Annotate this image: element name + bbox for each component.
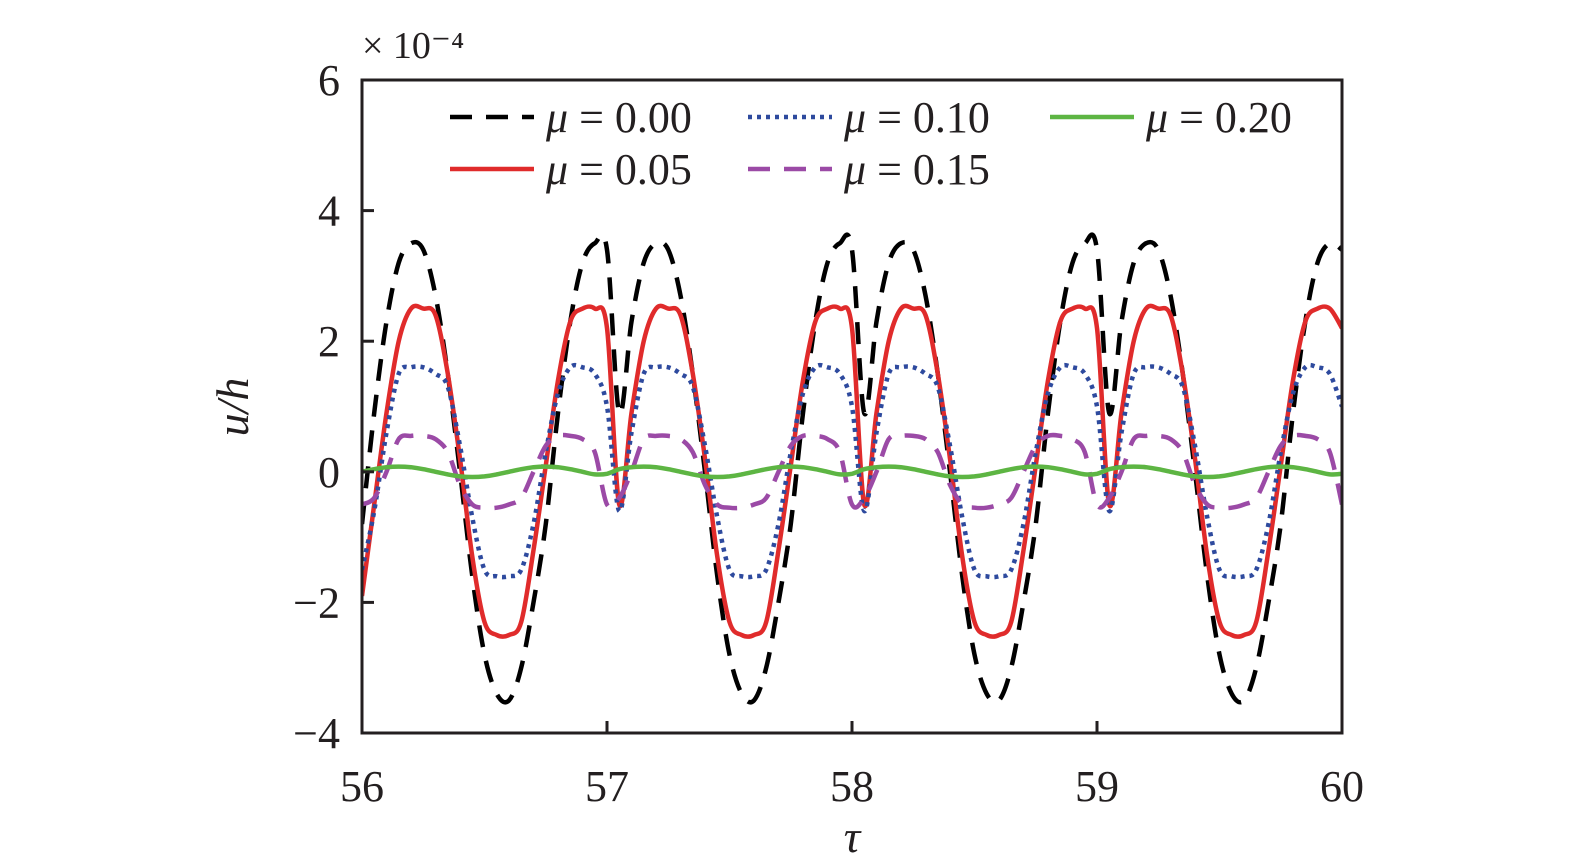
y-tick-label: 2 (318, 317, 340, 366)
series-line-4 (362, 464, 1342, 480)
tick-layer: 56 57 58 59 60 −4 −2 0 2 4 6 (293, 56, 1364, 811)
legend-label-1: μ = 0.05 (545, 145, 692, 194)
y-tick-label: −4 (293, 709, 340, 758)
y-tick-label: 0 (318, 448, 340, 497)
x-tick-label: 56 (340, 762, 384, 811)
legend-label-4: μ = 0.20 (1145, 93, 1292, 142)
legend-label-3: μ = 0.15 (843, 145, 990, 194)
y-tick-label: 4 (318, 187, 340, 236)
x-tick-label: 58 (830, 762, 874, 811)
legend: μ = 0.00μ = 0.05 μ = 0.10μ = 0.15 μ = 0.20 (450, 93, 1292, 194)
series-line-1 (362, 303, 1342, 639)
legend-label-2: μ = 0.10 (843, 93, 990, 142)
series-layer (362, 232, 1342, 705)
legend-label-0: μ = 0.00 (545, 93, 692, 142)
series-line-2 (362, 362, 1342, 580)
x-tick-label: 59 (1075, 762, 1119, 811)
y-multiplier-label: × 10⁻⁴ (362, 25, 464, 67)
series-line-3 (362, 432, 1342, 511)
y-axis-label: u/h (207, 378, 258, 437)
x-tick-label: 57 (585, 762, 629, 811)
x-axis-label: τ (844, 811, 862, 862)
x-tick-label: 60 (1320, 762, 1364, 811)
y-tick-label: −2 (293, 578, 340, 627)
y-tick-label: 6 (318, 56, 340, 105)
